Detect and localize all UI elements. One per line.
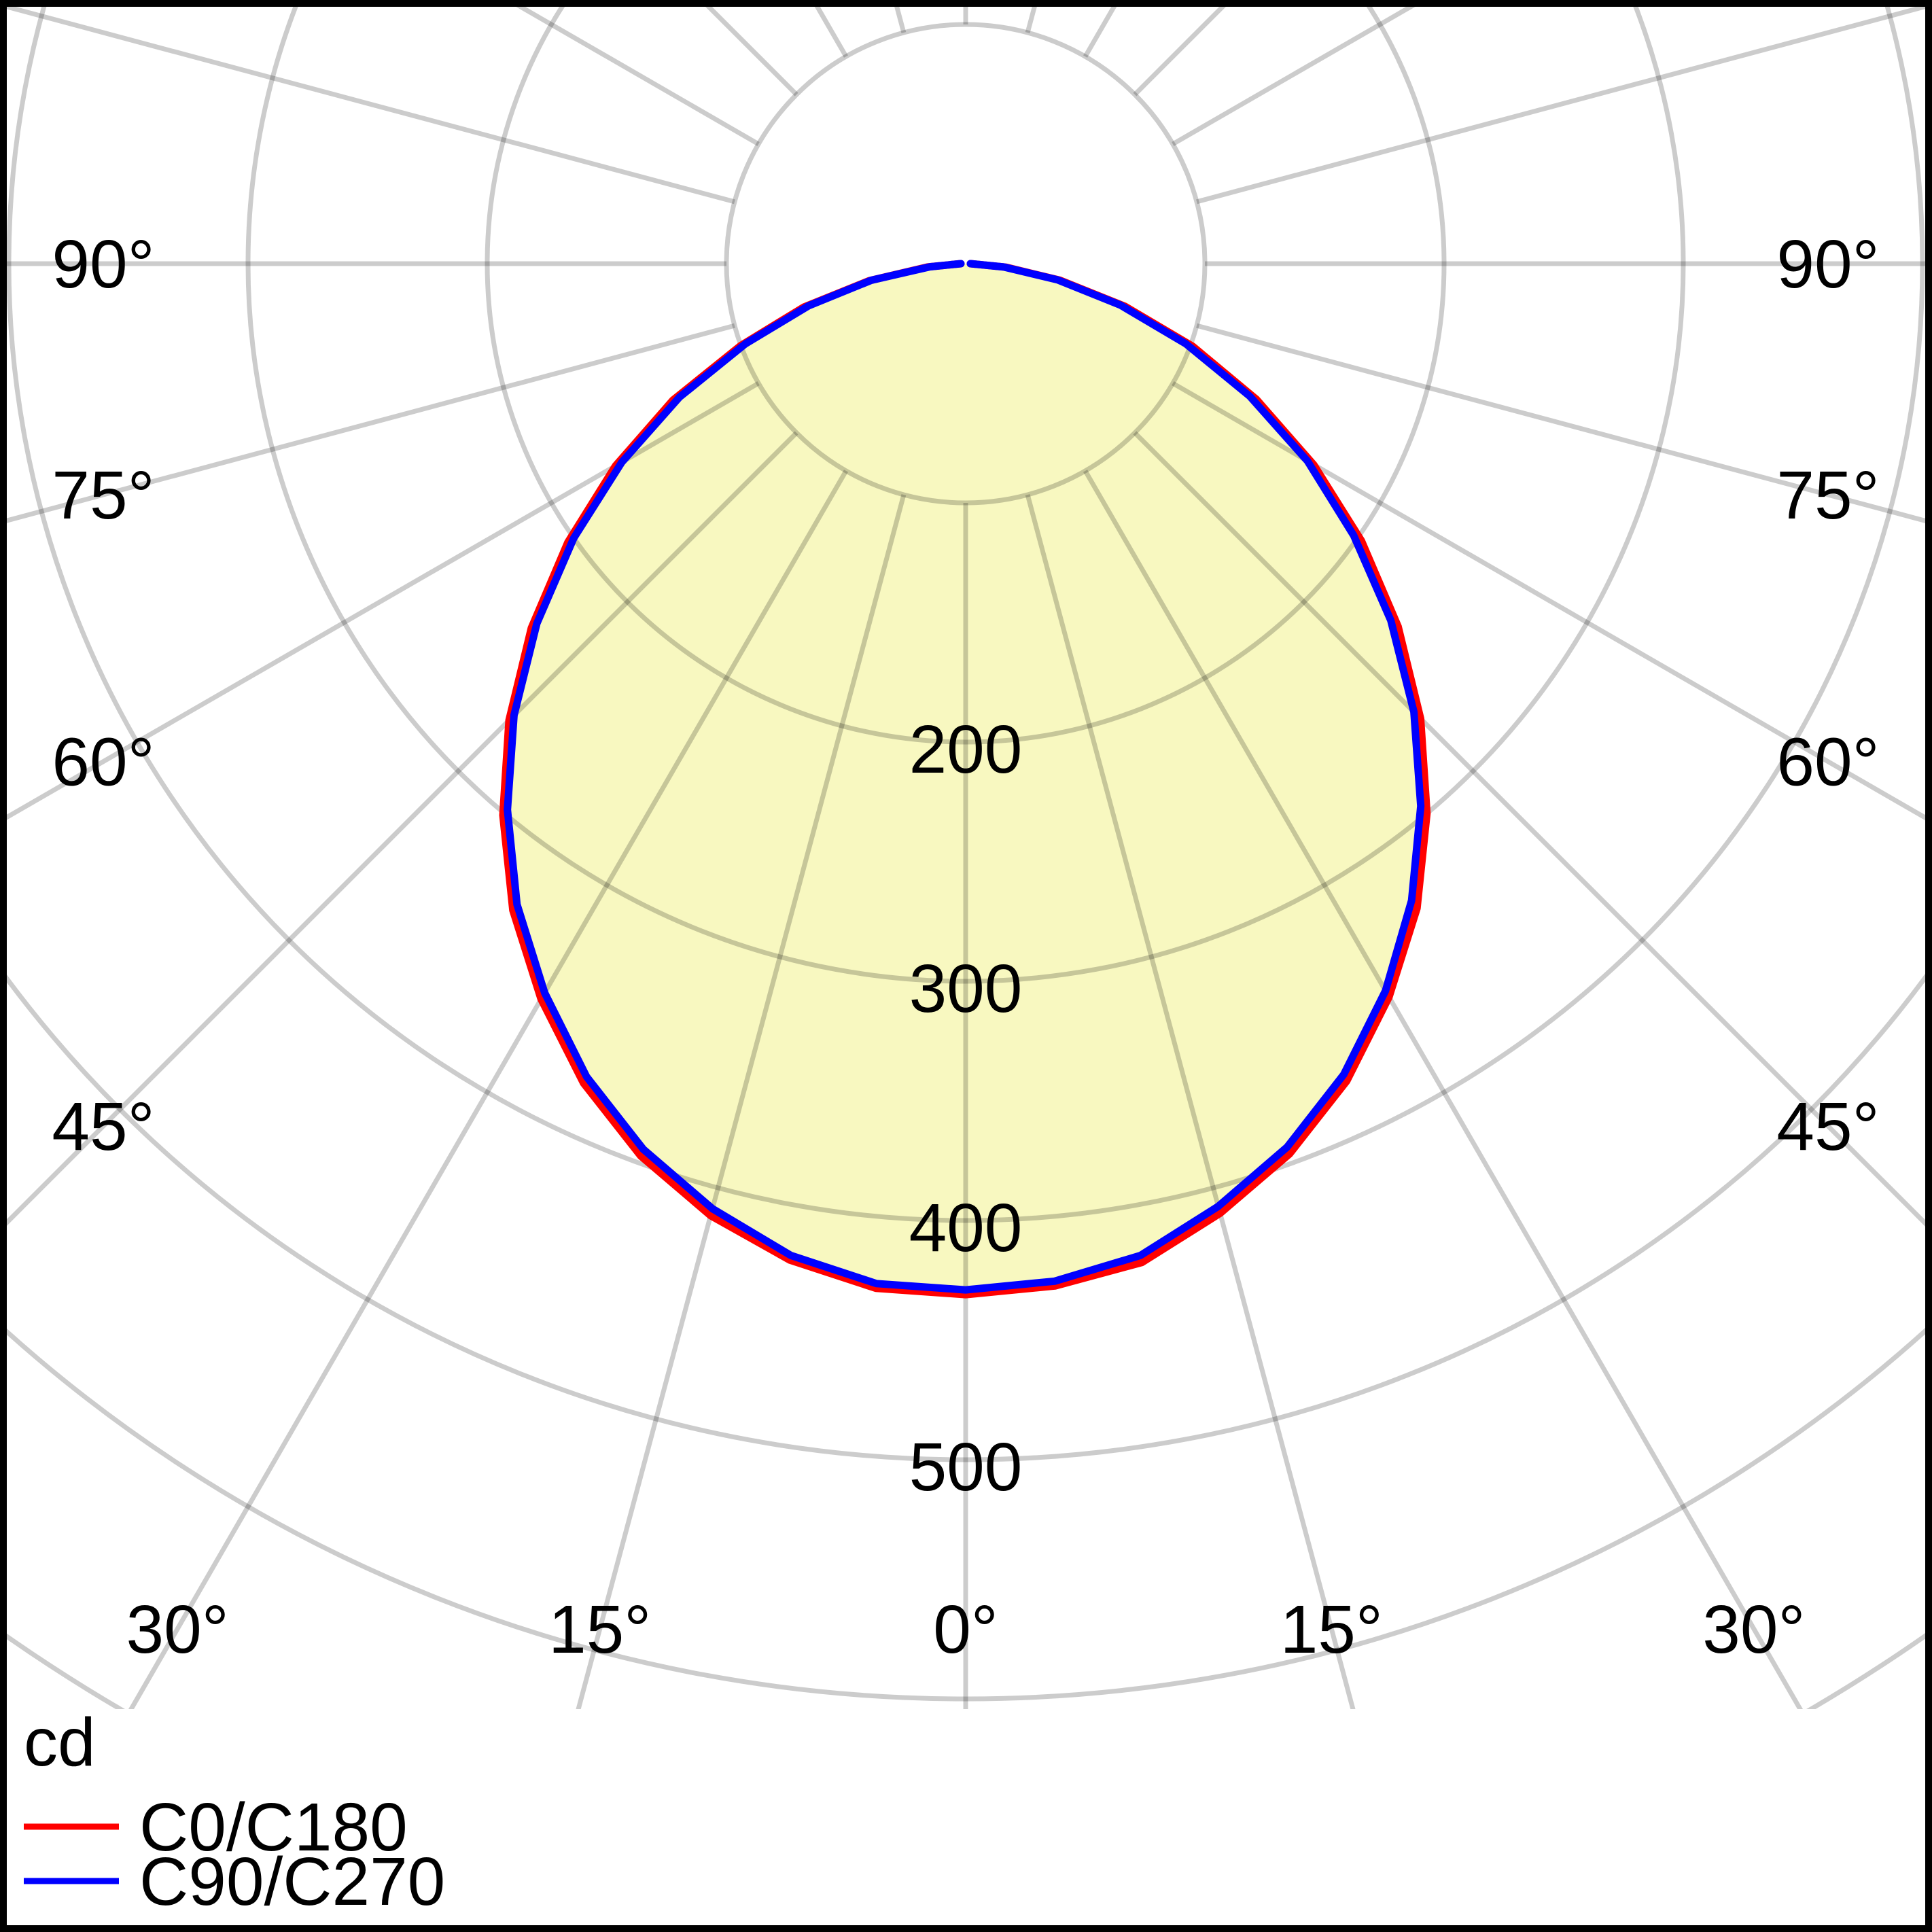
angle-label-left-60: 60° — [52, 724, 154, 801]
grid-radial-45 — [1133, 431, 1925, 1227]
grid-circle-100 — [724, 22, 1208, 506]
angle-label-right-75: 75° — [1776, 457, 1879, 533]
intensity-curve-c90-c270 — [504, 260, 1425, 1294]
value-label-400: 400 — [909, 1190, 1023, 1266]
value-label-200: 200 — [909, 712, 1023, 788]
grid-radial-105 — [1196, 7, 1925, 205]
radial-value-labels: 200 300 400 500 — [909, 712, 1023, 1505]
angle-label-right-90: 90° — [1776, 226, 1879, 302]
intensity-curves — [499, 260, 1431, 1299]
angle-labels: 90° 75° 60° 45° 30° 15° 0° 15° 30° 45° 60° 75° 90° — [52, 226, 1879, 1668]
grid-radial-15 — [1025, 494, 1356, 1709]
intensity-fill-1 — [507, 264, 1421, 1290]
grid-circle-400 — [7, 7, 1925, 1223]
angle-label-0: 0° — [933, 1592, 998, 1668]
grid-radial-315 — [7, 431, 798, 1226]
grid-radial-255 — [7, 7, 735, 205]
angle-label-right-45: 45° — [1776, 1089, 1879, 1165]
angle-label-left-45: 45° — [52, 1089, 154, 1165]
angle-label-right-15: 15° — [1280, 1592, 1383, 1668]
angle-label-left-30: 30° — [126, 1592, 228, 1668]
legend-label-c0: C0/C180 — [139, 1789, 408, 1865]
grid-radial-30 — [1083, 470, 1804, 1709]
grid-circle-600 — [7, 1327, 1925, 1701]
legend: cd C0/C180 C90/C270 — [24, 1704, 445, 1920]
grid-radial-300 — [7, 381, 760, 820]
grid-radial-345 — [576, 494, 907, 1709]
distribution-fill — [503, 264, 1427, 1295]
grid-circle-200 — [485, 7, 1447, 745]
grid-radial-330 — [128, 470, 849, 1709]
value-label-300: 300 — [909, 951, 1023, 1027]
angle-label-left-15: 15° — [548, 1592, 651, 1668]
grid-radial-285 — [7, 323, 735, 523]
angle-label-left-90: 90° — [52, 226, 154, 302]
grid-circle-300 — [245, 7, 1686, 984]
legend-label-c90: C90/C270 — [139, 1844, 445, 1920]
value-label-500: 500 — [909, 1429, 1023, 1505]
grid-circle-500 — [7, 972, 1925, 1462]
angle-label-right-30: 30° — [1702, 1592, 1805, 1668]
grid-radial-60 — [1172, 381, 1925, 821]
grid-radial-75 — [1196, 323, 1925, 523]
angle-label-right-60: 60° — [1776, 724, 1879, 801]
grid-radial-240 — [516, 7, 760, 147]
unit-label: cd — [24, 1704, 96, 1780]
grid-radial-120 — [1172, 7, 1416, 147]
angle-label-left-75: 75° — [52, 457, 154, 533]
